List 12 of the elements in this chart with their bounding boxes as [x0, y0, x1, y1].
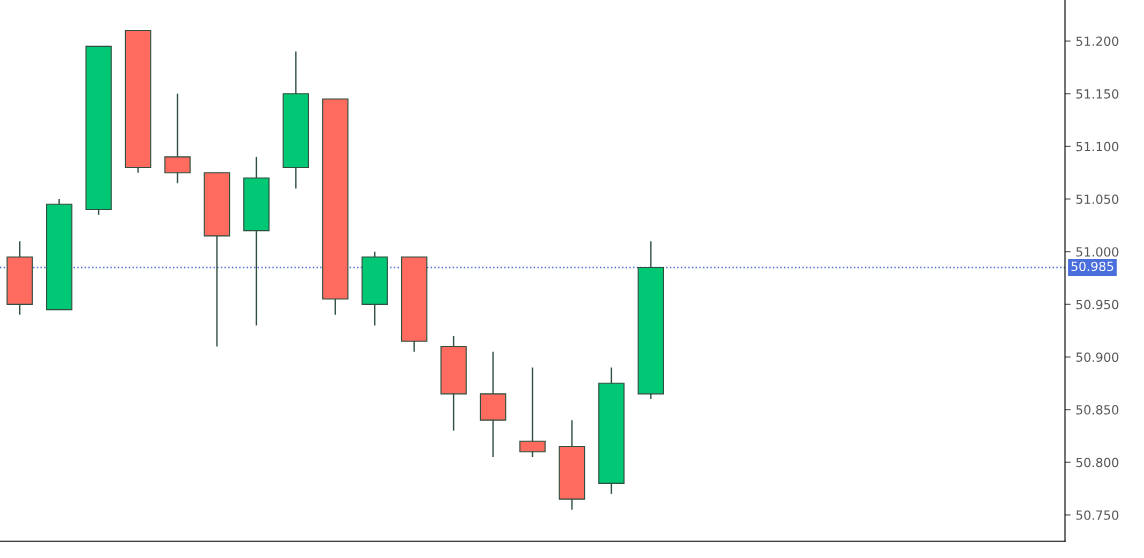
y-tick-label: 50.950	[1076, 299, 1119, 310]
y-tick-label: 50.900	[1076, 352, 1119, 362]
ref-line-label: 50.985	[1071, 261, 1114, 272]
y-tick-label: 51.150	[1076, 89, 1119, 99]
y-tick-label: 50.800	[1076, 457, 1119, 468]
y-tick-label: 51.200	[1076, 36, 1119, 46]
y-tick-label: 51.050	[1076, 194, 1119, 204]
y-tick-label: 50.750	[1076, 510, 1119, 520]
candlestick	[519, 366, 546, 458]
y-tick-label: 51.000	[1076, 247, 1119, 257]
y-tick-label: 51.100	[1076, 141, 1119, 152]
y-tick-label: 50.850	[1076, 405, 1119, 415]
